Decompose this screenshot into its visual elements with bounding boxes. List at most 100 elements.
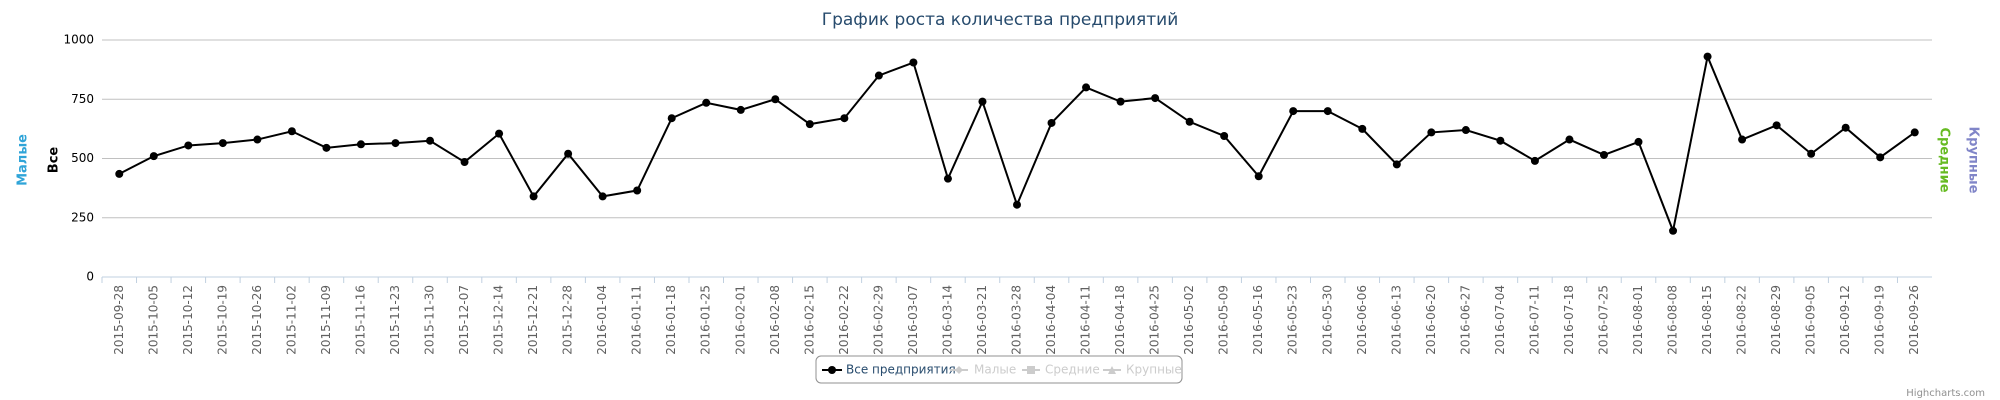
x-tick-label: 2016-05-16 [1251,285,1265,355]
point [115,169,124,178]
x-tick-label: 2015-11-09 [319,285,333,355]
point [1013,200,1021,209]
x-tick-label: 2016-06-06 [1355,285,1369,355]
x-tick-label: 2016-02-01 [733,285,747,355]
x-tick-label: 2016-01-25 [699,285,713,355]
point [1807,149,1816,158]
point [771,95,780,104]
x-tick-label: 2016-03-14 [940,285,954,355]
point [1669,226,1678,235]
x-tick-label: 2015-12-14 [492,285,506,355]
point [253,135,262,144]
point [391,139,400,148]
point [149,152,158,161]
x-tick-label: 2016-09-19 [1873,285,1887,355]
point [1151,94,1160,103]
x-tick-label: 2016-07-25 [1596,285,1610,355]
point [1254,172,1263,181]
point [1634,137,1643,146]
axis-title: Малые [16,134,31,186]
x-tick-label: 2016-02-22 [837,285,851,355]
x-tick-label: 2016-02-29 [871,285,885,355]
axis-title: Крупные [1966,127,1981,194]
legend-marker[interactable] [1027,366,1035,374]
x-tick-label: 2015-11-16 [353,285,367,355]
point [1910,128,1919,137]
point [356,140,365,149]
point [840,114,849,123]
point [667,114,676,123]
point [1220,131,1229,140]
point [909,58,918,67]
point [184,141,193,150]
point [1047,118,1056,127]
legend-marker[interactable] [828,366,836,374]
point [874,71,883,80]
y-tick-label: 1000 [63,33,94,47]
x-tick-label: 2016-03-07 [906,285,920,355]
chart-title: График роста количества предприятий [822,10,1179,30]
point [495,129,504,138]
point [1738,135,1747,144]
x-tick-label: 2016-03-28 [1010,285,1024,355]
x-tick-label: 2015-11-23 [388,285,402,355]
point [1289,107,1298,116]
x-tick-label: 2016-07-04 [1493,285,1507,355]
x-tick-label: 2016-09-26 [1907,285,1921,355]
point [702,98,711,107]
point [978,97,987,106]
point [460,158,469,167]
point [1703,52,1712,61]
point [287,127,296,136]
x-tick-label: 2016-03-21 [975,285,989,355]
legend-marker[interactable] [1108,366,1116,374]
x-tick-label: 2015-11-30 [423,285,437,355]
axis-title: Все [47,147,62,174]
x-tick-label: 2016-05-30 [1320,285,1334,355]
point [1392,160,1401,169]
x-tick-label: 2016-01-11 [630,285,644,355]
point [1565,135,1574,144]
point [1323,107,1332,116]
x-tick-label: 2016-02-15 [802,285,816,355]
x-tick-label: 2016-08-22 [1735,285,1749,355]
legend-label[interactable]: Средние [1045,363,1100,377]
x-tick-label: 2015-12-28 [561,285,575,355]
x-tick-label: 2015-10-12 [181,285,195,355]
x-tick-label: 2015-10-26 [250,285,264,355]
point [1427,128,1436,137]
point [1530,156,1539,165]
point [1185,117,1194,126]
axis-title: Средние [1937,127,1952,192]
legend-label[interactable]: Малые [974,363,1016,377]
x-tick-label: 2016-05-02 [1182,285,1196,355]
x-tick-label: 2016-04-11 [1079,285,1093,355]
point [943,174,952,183]
point [426,136,435,145]
legend-label[interactable]: Крупные [1126,363,1182,377]
legend-marker[interactable] [955,366,963,374]
legend-label[interactable]: Все предприятия [846,363,956,377]
x-tick-label: 2015-12-21 [526,285,540,355]
x-tick-label: 2016-06-20 [1424,285,1438,355]
x-tick-label: 2016-04-18 [1113,285,1127,355]
x-tick-label: 2015-10-19 [215,285,229,355]
x-tick-label: 2016-08-01 [1631,285,1645,355]
x-tick-label: 2015-12-07 [457,285,471,355]
point [218,139,227,148]
y-tick-label: 500 [71,151,94,165]
point [1841,123,1850,132]
x-tick-label: 2016-07-11 [1527,285,1541,355]
point [322,143,331,152]
point [1116,97,1125,106]
x-tick-label: 2016-08-29 [1769,285,1783,355]
point [1599,150,1608,159]
point [1082,83,1091,92]
x-tick-label: 2016-01-18 [664,285,678,355]
y-tick-label: 750 [71,92,94,106]
y-tick-label: 250 [71,210,94,224]
credit[interactable]: Highcharts.com [1906,388,1985,399]
x-tick-label: 2016-07-18 [1562,285,1576,355]
point [1772,121,1781,130]
